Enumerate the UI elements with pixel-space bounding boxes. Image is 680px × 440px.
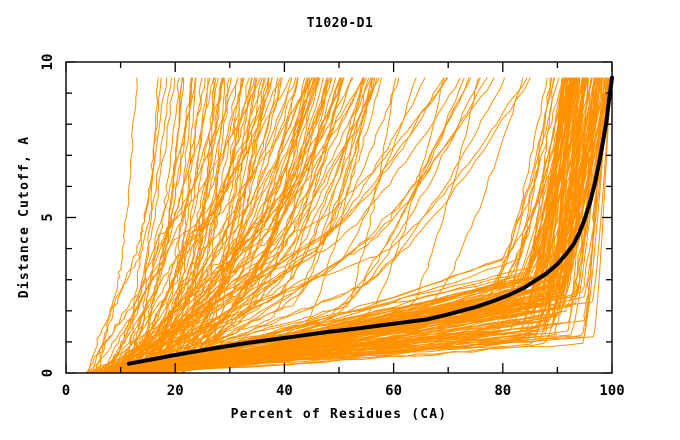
ensemble-curve — [127, 77, 568, 374]
x-tick-labels: 0 20 40 60 80 100 — [62, 383, 625, 399]
ensemble-curve — [143, 77, 316, 374]
x-tick-label: 20 — [167, 383, 184, 399]
y-tick-label: 5 — [40, 213, 56, 221]
x-tick-label: 100 — [599, 383, 624, 399]
ensemble-curve — [97, 77, 345, 374]
ensemble-curve — [121, 77, 211, 374]
ensemble-curve — [96, 77, 573, 374]
ensemble-curve — [117, 77, 344, 374]
ensemble-curve — [113, 77, 365, 374]
ensemble-curve — [129, 77, 180, 374]
ensemble-curve — [115, 77, 159, 374]
ensemble-curve — [97, 77, 368, 374]
ensemble-curve — [133, 77, 488, 374]
reference-curve — [126, 75, 614, 366]
x-tick-label: 80 — [494, 383, 511, 399]
ensemble-curve — [93, 77, 206, 374]
ensemble-curve — [102, 77, 610, 374]
y-tick-label: 0 — [40, 369, 56, 377]
ensemble-curve — [92, 77, 168, 374]
chart-title: T1020-D1 — [306, 16, 374, 31]
ensemble-curve — [135, 77, 333, 374]
y-tick-label: 10 — [40, 54, 56, 71]
ensemble-curve — [87, 77, 172, 374]
ensemble-curve — [113, 77, 461, 374]
ensemble-curve — [89, 77, 528, 374]
ensemble-curve — [116, 77, 587, 374]
reference-model-line — [126, 75, 614, 366]
ensemble-curve — [99, 77, 579, 374]
ensemble-curve — [147, 77, 224, 374]
ensemble-curve — [120, 77, 382, 374]
ensemble-curve — [119, 77, 580, 374]
x-tick-label: 40 — [276, 383, 293, 399]
axis-ticks — [65, 61, 613, 374]
y-tick-labels: 0 5 10 — [40, 54, 56, 378]
ensemble-curve — [111, 77, 317, 374]
ensemble-curve — [132, 77, 601, 374]
ensemble-curve — [103, 77, 576, 374]
ensemble-curve — [101, 77, 365, 374]
ensemble-curve — [109, 77, 314, 374]
ensemble-curve — [124, 77, 162, 374]
ensemble-curve — [111, 77, 417, 374]
ensemble-curve — [141, 77, 600, 374]
ensemble-curve — [99, 77, 138, 374]
ensemble-curve — [121, 77, 318, 374]
ensemble-curve — [98, 77, 565, 374]
ensemble-curve — [134, 77, 365, 374]
ensemble-curve — [129, 77, 183, 374]
ensemble-curve — [85, 77, 197, 374]
ensemble-curve — [142, 77, 223, 374]
ensemble-curve — [104, 77, 586, 374]
ensemble-curve — [100, 77, 175, 374]
ensemble-curve — [136, 77, 610, 374]
ensemble-curves — [85, 77, 613, 374]
y-axis-label: Distance Cutoff, A — [17, 136, 32, 298]
ensemble-curve — [113, 77, 449, 374]
ensemble-curve — [127, 77, 589, 374]
ensemble-curve — [94, 77, 578, 374]
x-axis-label: Percent of Residues (CA) — [231, 407, 448, 422]
x-tick-label: 60 — [385, 383, 402, 399]
x-tick-label: 0 — [62, 383, 70, 399]
ensemble-curve — [149, 77, 447, 374]
